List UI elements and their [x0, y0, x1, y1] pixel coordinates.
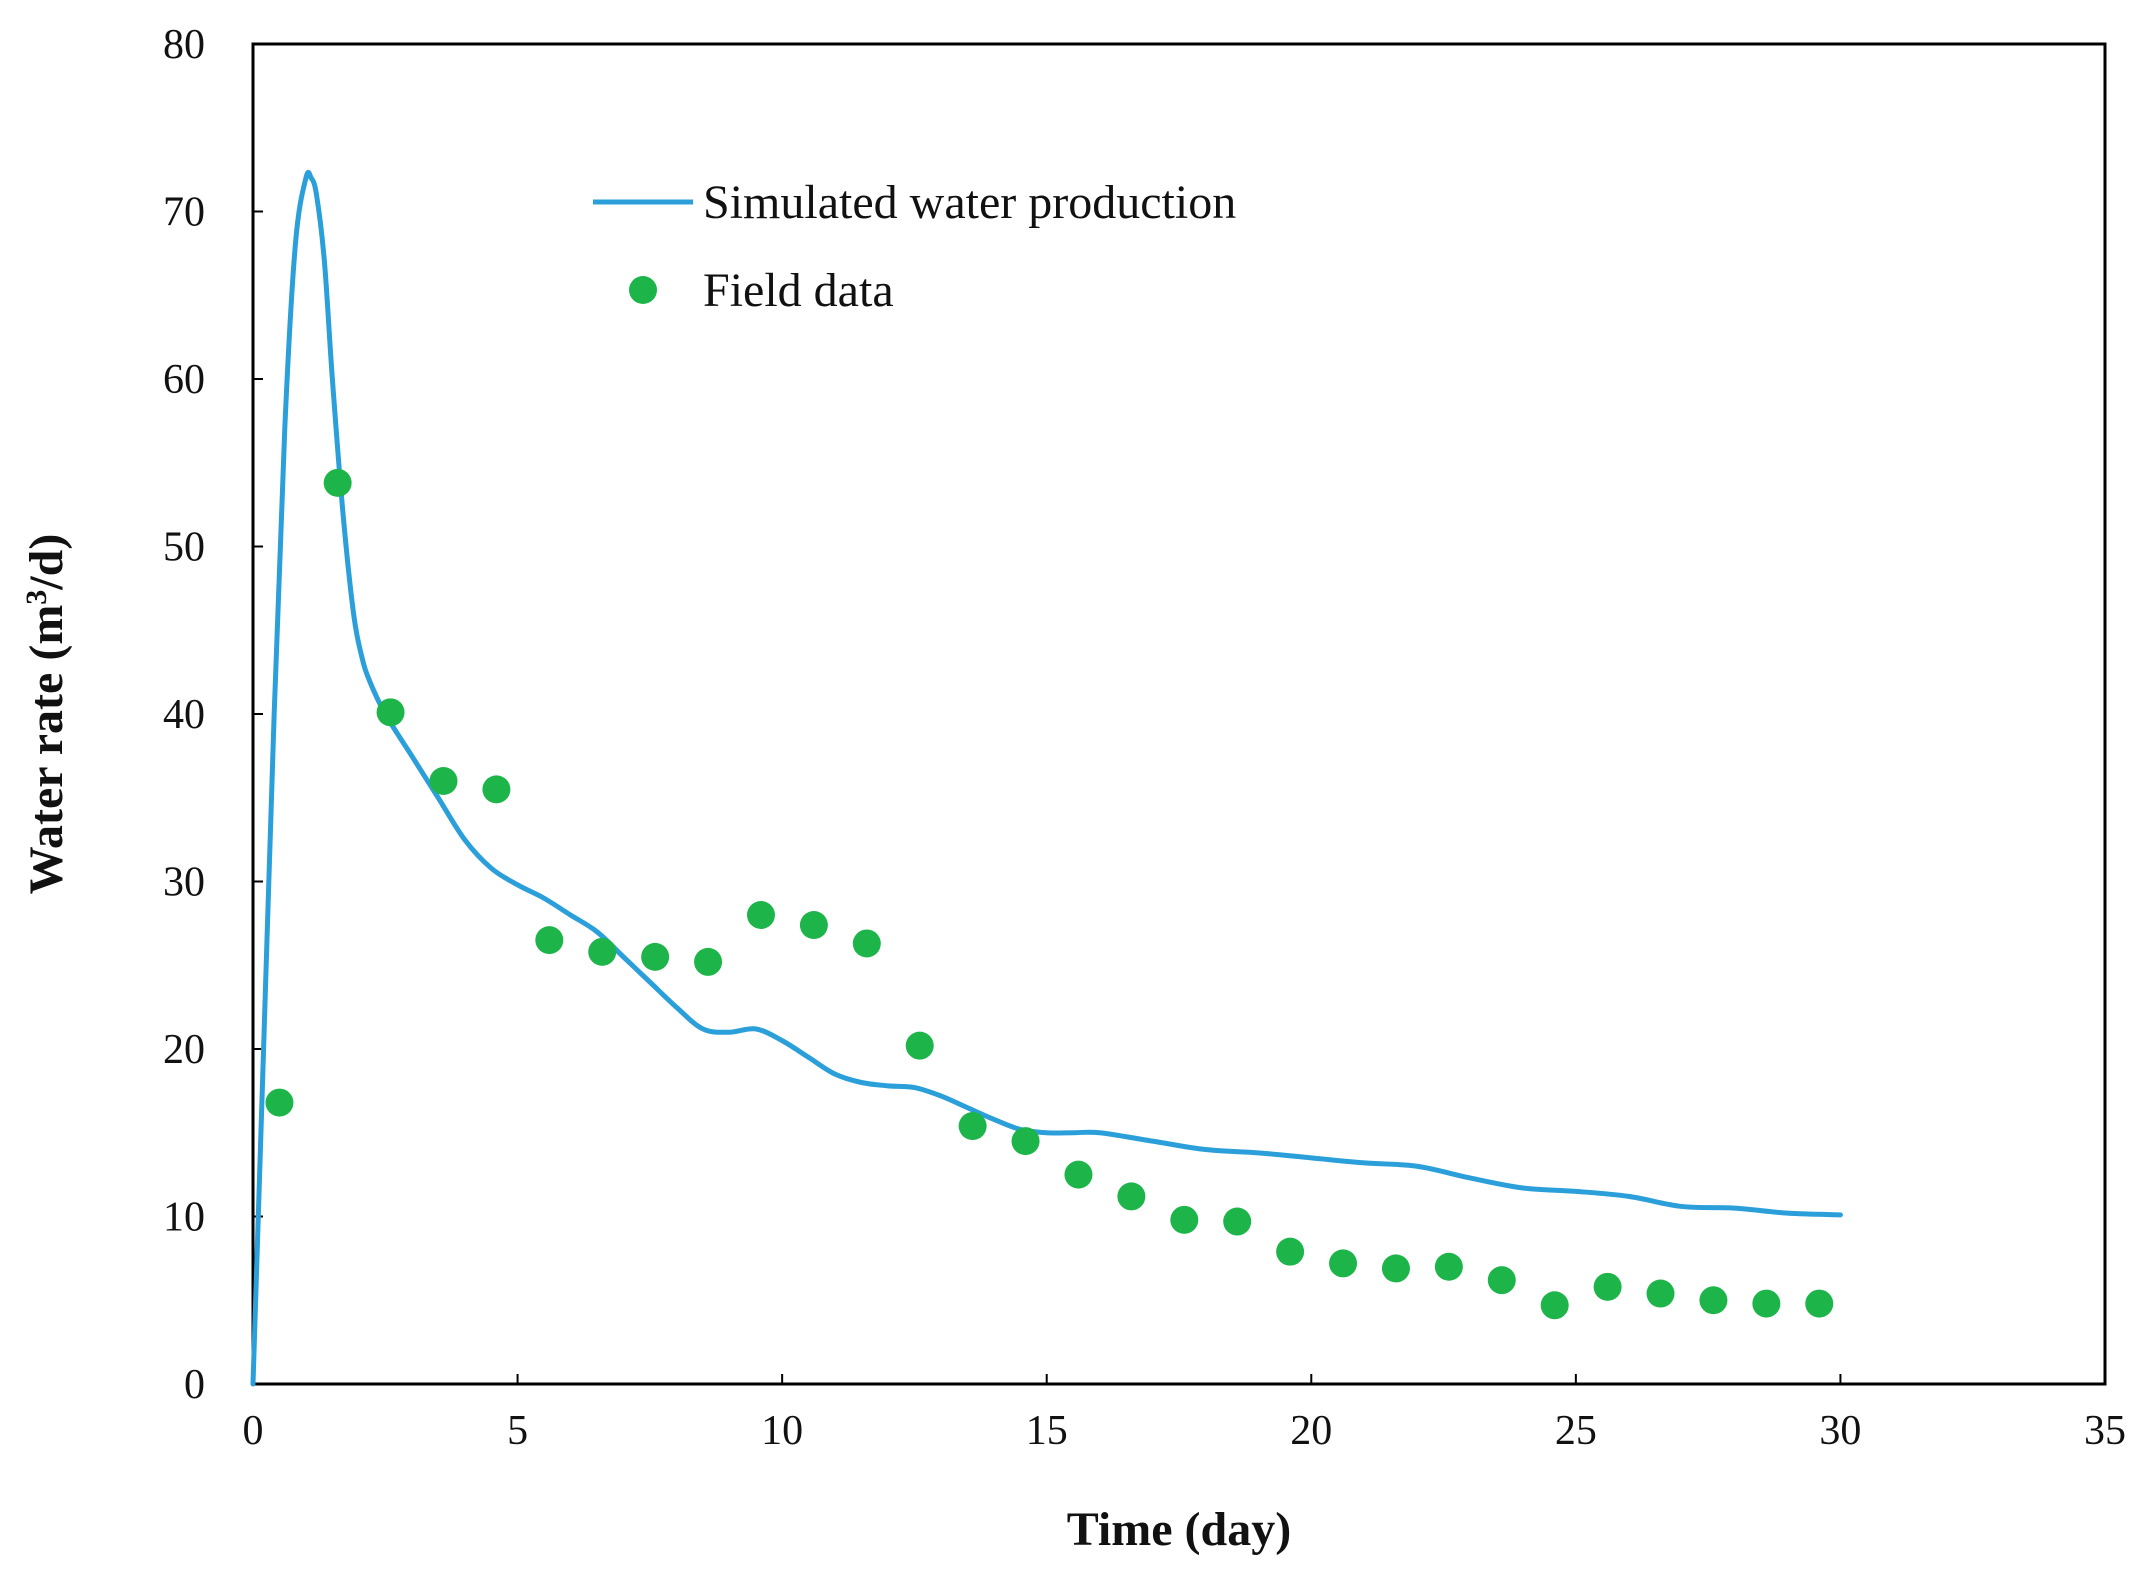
field-data-point	[1699, 1286, 1728, 1315]
x-tick-label: 10	[761, 1408, 803, 1454]
y-tick-label: 80	[163, 22, 205, 68]
y-tick-label: 50	[163, 525, 205, 571]
field-data-point	[799, 911, 828, 940]
field-data-point	[1011, 1127, 1040, 1156]
x-tick-label: 5	[507, 1408, 528, 1454]
legend-label-field: Field data	[703, 264, 894, 317]
simulated-water-production-line	[250, 169, 1843, 1387]
field-data-point	[1593, 1272, 1622, 1301]
field-data-point	[694, 947, 723, 976]
field-data-point	[376, 698, 405, 727]
field-data-point	[1434, 1252, 1463, 1281]
field-data-point	[641, 942, 670, 971]
field-data-point	[1381, 1254, 1410, 1283]
legend-marker-field	[629, 276, 657, 304]
field-data-point	[1646, 1279, 1675, 1308]
x-tick-label: 25	[1555, 1408, 1597, 1454]
field-data-point	[958, 1112, 987, 1141]
field-data-point	[429, 767, 458, 795]
x-tick-label: 30	[1819, 1408, 1861, 1454]
field-data-point	[323, 468, 352, 497]
field-data-point	[1117, 1182, 1146, 1211]
y-tick-label: 30	[163, 860, 205, 906]
y-axis-title-end: /d)	[20, 534, 73, 591]
legend-label-simulated: Simulated water production	[703, 176, 1236, 229]
field-data-point	[482, 775, 511, 804]
y-axis-title-sup: 3	[20, 590, 53, 605]
y-axis-title-main: Water rate (m	[20, 605, 73, 895]
field-data-point	[1223, 1207, 1252, 1236]
field-data-point	[1805, 1289, 1834, 1318]
field-data-point	[905, 1031, 934, 1060]
y-tick-label: 0	[184, 1362, 205, 1408]
field-data-point	[1752, 1289, 1781, 1318]
y-tick-label: 40	[163, 692, 205, 738]
field-data-point	[265, 1088, 294, 1117]
field-data-point	[535, 926, 564, 955]
x-tick-label: 35	[2084, 1408, 2126, 1454]
x-tick-label: 0	[243, 1408, 264, 1454]
field-data-point	[588, 937, 617, 966]
field-data-point	[1487, 1266, 1516, 1295]
field-data-point	[1276, 1237, 1305, 1266]
y-tick-label: 70	[163, 190, 205, 236]
x-tick-label: 15	[1026, 1408, 1068, 1454]
y-tick-label: 60	[163, 357, 205, 403]
field-data-point	[1329, 1249, 1358, 1278]
field-data-point	[1064, 1160, 1093, 1189]
y-tick-label: 20	[163, 1027, 205, 1073]
field-data-point	[1170, 1205, 1199, 1234]
x-tick-label: 20	[1290, 1408, 1332, 1454]
axis-ticks: 0 5 10 15 20 25 30 35 0 10 20 30 40 50 60 70 80	[163, 22, 2126, 1454]
field-data-point	[1540, 1291, 1569, 1320]
field-data-point	[746, 901, 775, 929]
series-layer	[250, 169, 1843, 1387]
legend: Simulated water production Field data	[593, 176, 1236, 317]
y-axis-title: Water rate (m3/d)	[20, 534, 73, 895]
y-tick-label: 10	[163, 1195, 205, 1241]
plot-frame	[251, 42, 2107, 1386]
field-data-point	[852, 929, 881, 958]
x-axis-title: Time (day)	[1067, 1503, 1291, 1556]
